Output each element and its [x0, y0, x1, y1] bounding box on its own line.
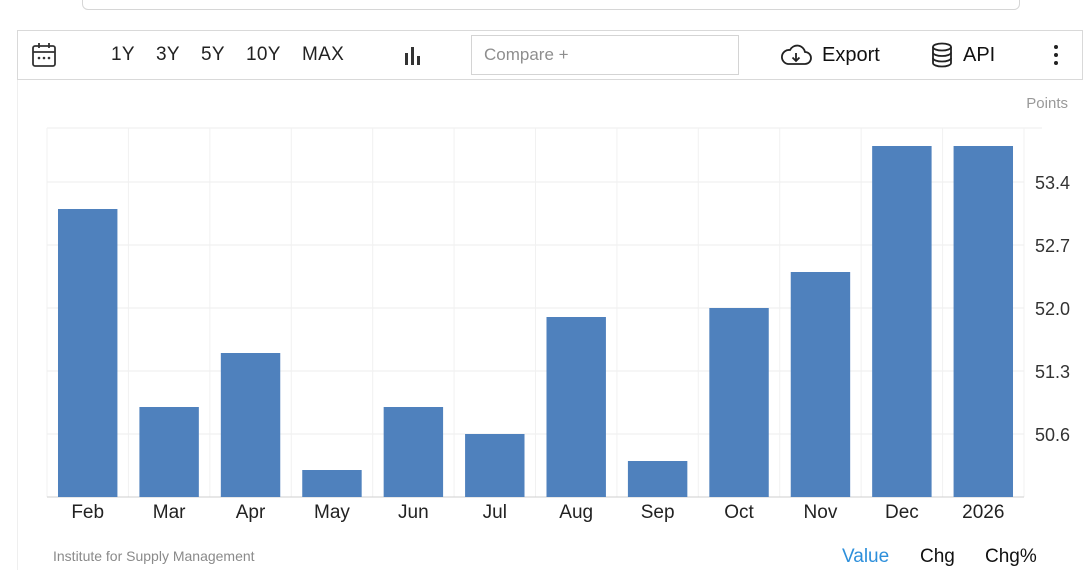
y-tick-label: 53.4: [1035, 173, 1070, 193]
range-5y-button[interactable]: 5Y: [201, 44, 225, 65]
export-label: Export: [822, 43, 880, 66]
panel-border: [17, 80, 30, 570]
x-tick-label: Oct: [724, 502, 754, 523]
chart-type-button[interactable]: [403, 31, 423, 79]
x-tick-label: May: [314, 502, 350, 523]
y-tick-label: 52.7: [1035, 236, 1070, 256]
x-tick-label: Feb: [71, 502, 104, 523]
tab-value[interactable]: Value: [842, 546, 890, 567]
bar[interactable]: [139, 407, 199, 497]
x-tick-label: Nov: [804, 502, 838, 523]
top-panel-edge: [82, 0, 1020, 10]
y-tick-label: 52.0: [1035, 299, 1070, 319]
source-label: Institute for Supply Management: [53, 548, 255, 564]
y-tick-label: 51.3: [1035, 362, 1070, 382]
range-1y-button[interactable]: 1Y: [111, 44, 135, 65]
bar-chart: 50.6 51.3 52.0 52.7 53.4 Feb Mar Apr May Jun Jul Au…: [46, 127, 1070, 523]
x-tick-label: Apr: [236, 502, 266, 523]
tab-chg[interactable]: Chg: [920, 546, 955, 567]
bar[interactable]: [709, 308, 769, 497]
bar[interactable]: [302, 470, 362, 497]
x-tick-label: Jun: [398, 502, 429, 523]
kebab-menu-icon: [1054, 45, 1058, 65]
more-options-button[interactable]: [1052, 31, 1060, 79]
range-max-button[interactable]: MAX: [302, 44, 345, 65]
y-tick-label: 50.6: [1035, 425, 1070, 445]
tab-chg-percent[interactable]: Chg%: [985, 546, 1037, 567]
x-tick-label: Sep: [641, 502, 675, 523]
bar[interactable]: [383, 407, 444, 497]
bar[interactable]: [953, 146, 1014, 497]
x-tick-label: 2026: [962, 502, 1004, 523]
bar[interactable]: [465, 434, 525, 497]
calendar-icon: [32, 43, 56, 67]
y-unit-label: Points: [1026, 95, 1068, 112]
x-tick-label: Aug: [559, 502, 593, 523]
cloud-download-icon: [781, 44, 812, 65]
x-tick-label: Dec: [885, 502, 919, 523]
bar[interactable]: [790, 272, 851, 497]
bar[interactable]: [872, 146, 932, 497]
bar[interactable]: [546, 317, 606, 497]
bar[interactable]: [57, 209, 118, 497]
calendar-button[interactable]: [32, 31, 56, 79]
range-3y-button[interactable]: 3Y: [156, 44, 180, 65]
chart-toolbar: 1Y 3Y 5Y 10Y MAX Export API: [17, 30, 1083, 80]
database-icon: [932, 42, 952, 68]
bar[interactable]: [627, 461, 688, 497]
x-tick-label: Mar: [153, 502, 186, 523]
bar-chart-icon: [405, 47, 420, 65]
export-button[interactable]: Export: [780, 31, 880, 79]
compare-input[interactable]: [471, 35, 739, 75]
range-10y-button[interactable]: 10Y: [246, 44, 281, 65]
api-button[interactable]: API: [931, 31, 995, 79]
x-tick-label: Jul: [483, 502, 507, 523]
api-label: API: [963, 43, 996, 66]
bar[interactable]: [220, 353, 281, 497]
